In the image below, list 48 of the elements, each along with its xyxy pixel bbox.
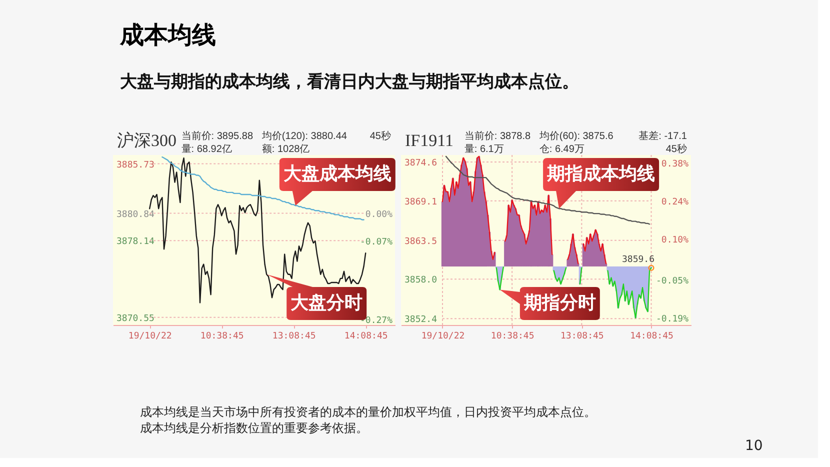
text: 基差: -17.1 — [638, 130, 688, 142]
x-tick-label: 13:08:45 — [560, 332, 604, 342]
text: 45秒 — [370, 130, 391, 142]
y2-tick-label: -0.19% — [656, 314, 690, 325]
text: 大盘与期指的成本均线，看清日内大盘与期指平均成本点位。 — [120, 72, 579, 92]
x-tick-label: 19/10/22 — [128, 332, 172, 342]
y2-tick-label: -0.05% — [656, 276, 690, 287]
x-tick-label: 13:08:45 — [272, 332, 316, 342]
y2-tick-label: 0.10% — [661, 236, 690, 246]
text: 45秒 — [666, 143, 687, 155]
y-tick-label: 3878.14 — [116, 237, 154, 248]
y-tick-label: 3869.1 — [404, 197, 438, 208]
y-tick-label: 3880.84 — [116, 210, 154, 220]
series-label: 期指成本均线 — [546, 164, 656, 184]
y-tick-label: 3852.4 — [404, 315, 438, 326]
text: 成本均线是当天市场中所有投资者的成本的量价加权平均值，日内投资平均成本点位。 — [140, 405, 596, 419]
y2-tick-label: 0.38% — [661, 159, 690, 170]
x-tick-label: 10:38:45 — [490, 332, 534, 342]
series-label: 大盘成本均线 — [282, 164, 392, 184]
text: 仓: 6.49万 — [539, 143, 584, 155]
text: 额: 1028亿 — [262, 143, 310, 155]
text: 当前价: 3878.8 — [464, 130, 531, 142]
y-tick-label: 3885.73 — [116, 160, 154, 170]
text: 均价(60): 3875.6 — [538, 130, 614, 142]
x-tick-label: 19/10/22 — [421, 332, 465, 342]
y2-tick-label: -0.27% — [360, 316, 394, 326]
y-tick-label: 3858.0 — [404, 276, 438, 286]
text: 量: 6.1万 — [464, 144, 504, 155]
y2-tick-label: 0.00% — [365, 210, 394, 220]
y-tick-label: 3870.55 — [116, 314, 154, 324]
y-tick-label: 3863.5 — [404, 236, 438, 247]
text: 均价(120): 3880.44 — [260, 130, 348, 142]
series-label: 期指分时 — [522, 292, 596, 314]
text: 10 — [745, 438, 763, 454]
text: 当前价: 3895.88 — [181, 130, 254, 142]
chart-title: 沪深300 — [117, 131, 176, 150]
x-tick-label: 10:38:45 — [200, 332, 244, 342]
x-tick-label: 14:08:45 — [344, 332, 388, 342]
text: 成本均线 — [119, 21, 216, 49]
y-tick-label: 3874.6 — [404, 158, 438, 169]
y2-tick-label: 0.24% — [661, 198, 690, 208]
text: 量: 68.92亿 — [181, 144, 232, 155]
text: 成本均线是分析指数位置的重要参考依据。 — [140, 421, 368, 435]
y2-tick-label: -0.07% — [360, 237, 394, 248]
series-label: 大盘分时 — [290, 292, 363, 314]
chart-title: IF1911 — [405, 131, 454, 150]
x-tick-label: 14:08:45 — [630, 332, 674, 342]
data-label: 3859.6 — [622, 254, 654, 265]
